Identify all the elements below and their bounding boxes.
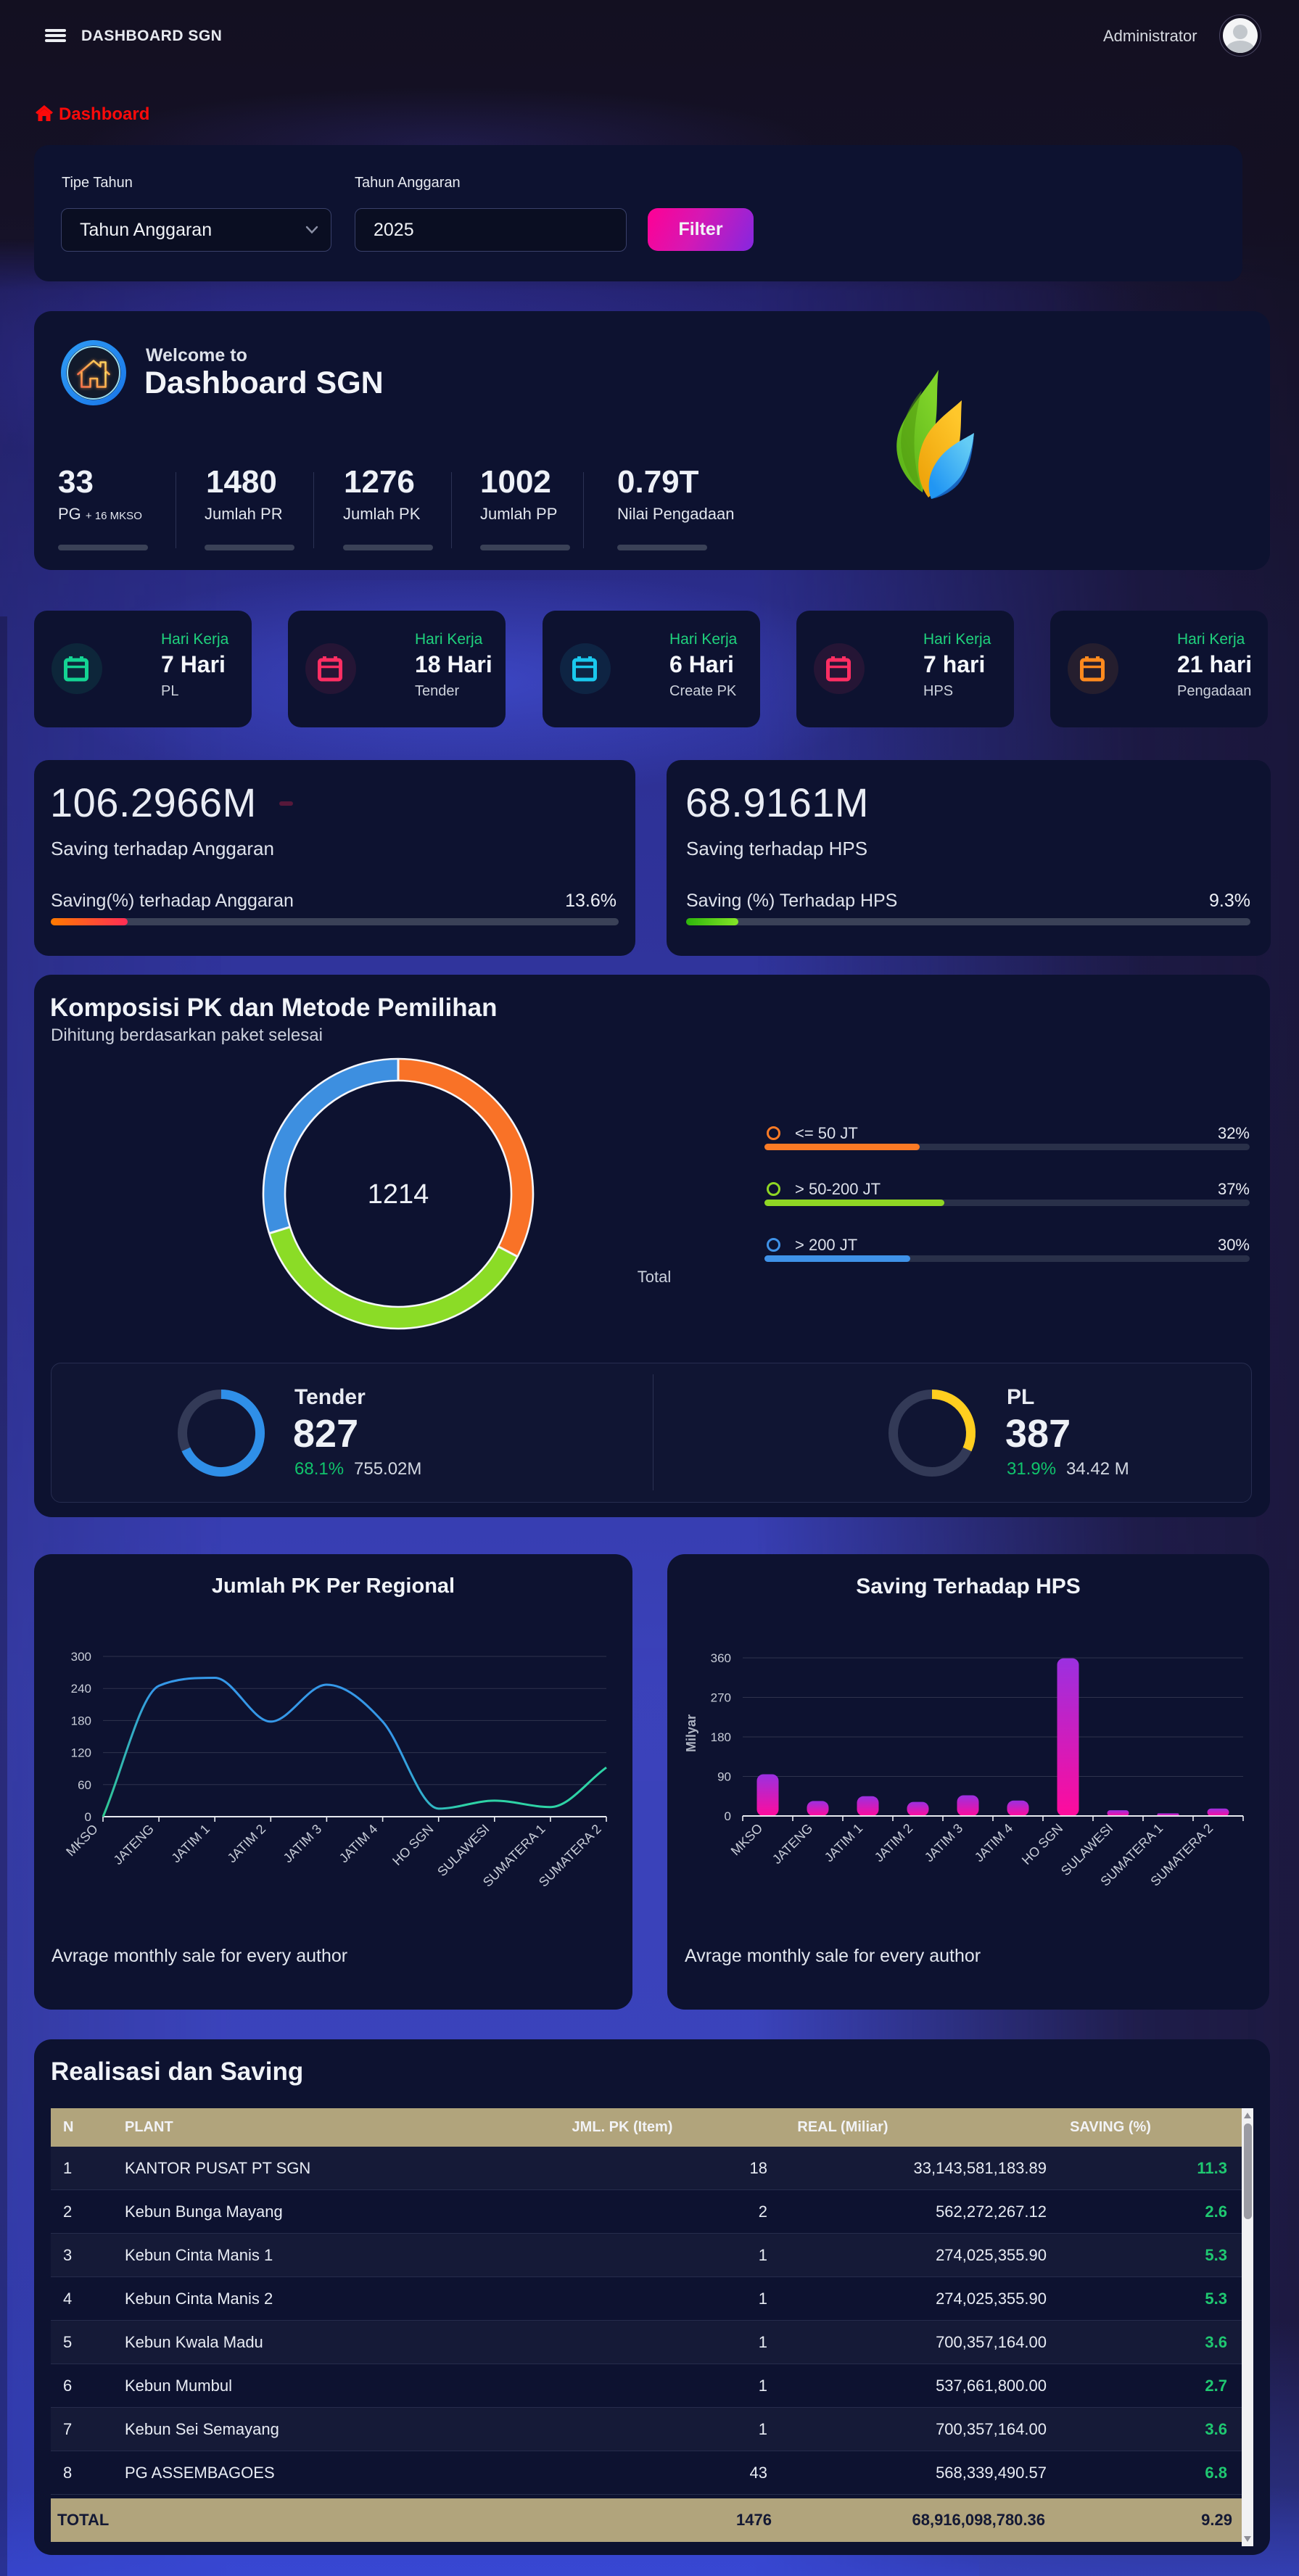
- svg-text:HO SGN: HO SGN: [389, 1822, 436, 1868]
- svg-text:180: 180: [71, 1714, 91, 1727]
- svg-text:0: 0: [725, 1809, 731, 1823]
- svg-text:JATIM 2: JATIM 2: [225, 1822, 269, 1866]
- svg-text:JATENG: JATENG: [770, 1821, 815, 1867]
- svg-text:MKSO: MKSO: [728, 1821, 766, 1859]
- svg-text:JATENG: JATENG: [111, 1822, 157, 1867]
- svg-text:180: 180: [711, 1730, 731, 1744]
- svg-text:240: 240: [71, 1682, 91, 1696]
- svg-text:JATIM 3: JATIM 3: [281, 1822, 325, 1866]
- svg-text:90: 90: [717, 1770, 731, 1784]
- svg-text:120: 120: [71, 1746, 91, 1760]
- svg-text:JATIM 4: JATIM 4: [337, 1822, 381, 1866]
- svg-text:60: 60: [78, 1778, 91, 1792]
- svg-text:JATIM 1: JATIM 1: [822, 1821, 866, 1865]
- svg-text:270: 270: [711, 1691, 731, 1705]
- svg-text:360: 360: [711, 1651, 731, 1665]
- svg-text:Milyar: Milyar: [684, 1714, 698, 1752]
- svg-text:JATIM 4: JATIM 4: [972, 1821, 1016, 1865]
- svg-text:JATIM 2: JATIM 2: [872, 1821, 916, 1865]
- svg-text:JATIM 1: JATIM 1: [168, 1822, 213, 1866]
- svg-text:HO SGN: HO SGN: [1019, 1821, 1065, 1867]
- svg-text:SULAWESI: SULAWESI: [434, 1822, 492, 1879]
- svg-text:300: 300: [71, 1650, 91, 1664]
- svg-text:MKSO: MKSO: [63, 1822, 101, 1859]
- svg-text:JATIM 3: JATIM 3: [922, 1821, 966, 1865]
- svg-text:0: 0: [85, 1810, 91, 1824]
